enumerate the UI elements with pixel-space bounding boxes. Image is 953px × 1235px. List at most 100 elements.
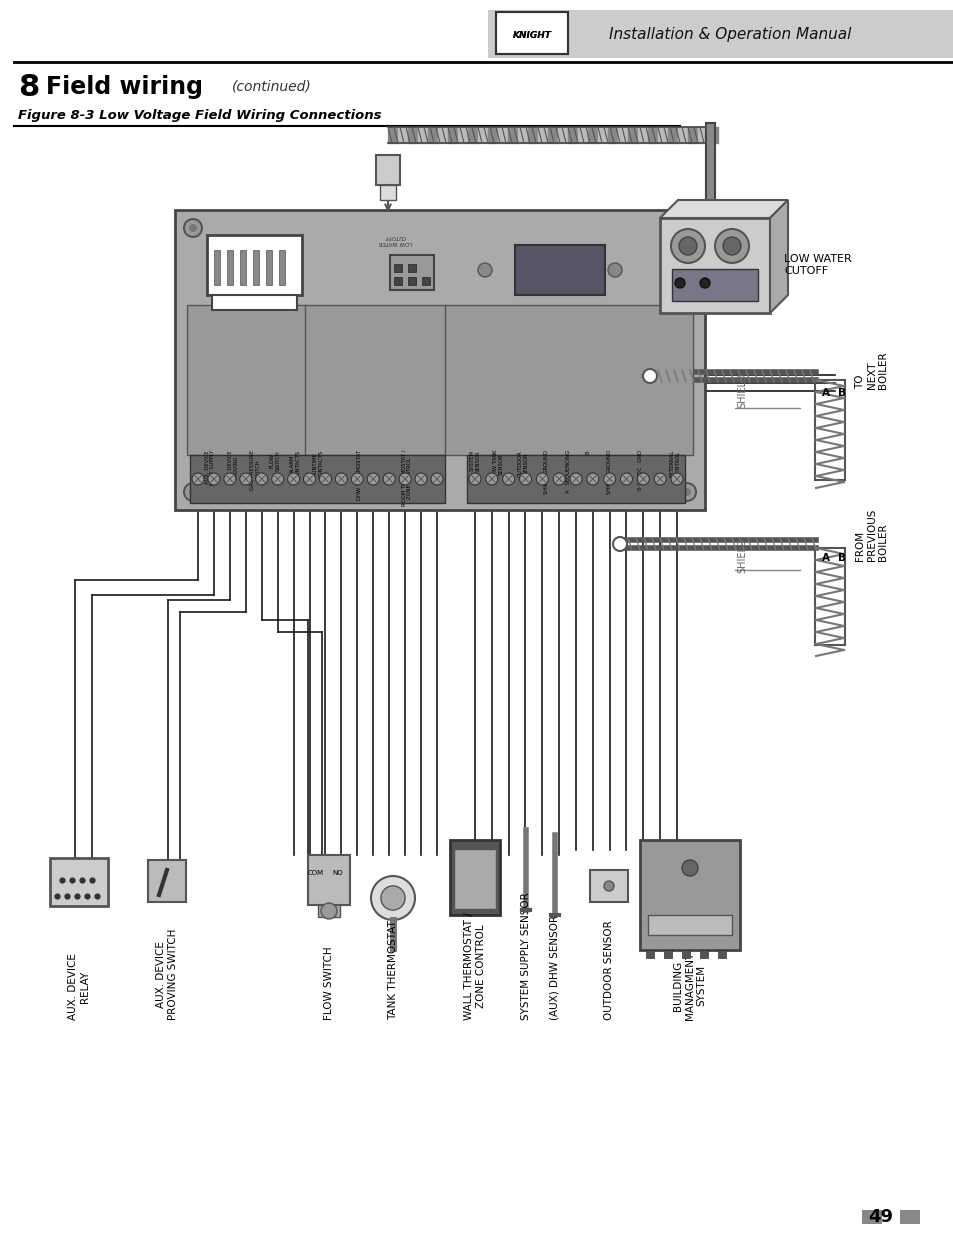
Circle shape [415, 473, 427, 485]
Text: 8: 8 [18, 73, 39, 101]
Text: AUX. DEVICE
PROVING: AUX. DEVICE PROVING [228, 450, 238, 484]
Bar [718, 950, 725, 958]
Circle shape [722, 237, 740, 254]
Bar [278, 249, 285, 285]
Circle shape [678, 219, 696, 237]
Circle shape [367, 473, 379, 485]
Text: A: A [821, 388, 829, 398]
Circle shape [239, 473, 252, 485]
Bar [454, 848, 496, 909]
Text: SYSTEM SUPPLY SENSOR: SYSTEM SUPPLY SENSOR [520, 892, 531, 1020]
Bar [639, 840, 740, 950]
Bar [645, 950, 654, 958]
Circle shape [607, 263, 621, 277]
Circle shape [477, 263, 492, 277]
Circle shape [642, 369, 657, 383]
Bar [408, 264, 416, 272]
Circle shape [320, 903, 336, 919]
Polygon shape [769, 200, 787, 312]
Bar [308, 855, 350, 905]
Circle shape [184, 483, 202, 501]
Circle shape [613, 537, 626, 551]
Bar [379, 185, 395, 200]
Bar [408, 277, 416, 285]
Text: (continued): (continued) [232, 80, 312, 94]
Bar [659, 219, 769, 312]
Bar [814, 548, 844, 645]
Bar [496, 12, 567, 54]
Bar [496, 12, 567, 54]
Circle shape [682, 224, 690, 232]
Text: AUX. DEVICE
PROVING SWITCH: AUX. DEVICE PROVING SWITCH [156, 929, 177, 1020]
Text: COM: COM [308, 869, 324, 876]
Circle shape [371, 876, 415, 920]
Circle shape [319, 473, 331, 485]
Circle shape [682, 488, 690, 496]
Text: DHW TANK
SENSOR: DHW TANK SENSOR [492, 450, 503, 478]
Text: B: B [837, 388, 845, 398]
Circle shape [469, 473, 480, 485]
Text: 0-10VDC   GND: 0-10VDC GND [638, 450, 643, 490]
Circle shape [675, 278, 684, 288]
Bar [450, 840, 499, 915]
Text: ALARM
CONTACTS: ALARM CONTACTS [290, 450, 300, 478]
Text: OUTDOOR
SENSOR: OUTDOOR SENSOR [517, 450, 528, 477]
Text: B: B [837, 553, 845, 563]
Circle shape [700, 278, 709, 288]
Circle shape [398, 473, 411, 485]
Bar [266, 249, 272, 285]
Circle shape [208, 473, 220, 485]
Circle shape [189, 488, 196, 496]
Bar [240, 249, 246, 285]
Text: Installation & Operation Manual: Installation & Operation Manual [608, 27, 850, 42]
Polygon shape [659, 200, 787, 219]
Circle shape [553, 473, 564, 485]
Bar [207, 235, 302, 295]
Circle shape [619, 473, 632, 485]
Circle shape [603, 881, 614, 890]
Circle shape [679, 237, 697, 254]
Text: TANK THERMOSTAT: TANK THERMOSTAT [388, 920, 397, 1020]
Text: RUNTIME
CONTACTS: RUNTIME CONTACTS [313, 450, 323, 478]
Circle shape [536, 473, 548, 485]
Circle shape [485, 473, 497, 485]
Text: SHIELD: SHIELD [737, 372, 746, 408]
Text: A: A [821, 553, 829, 563]
Text: GAS PRESSURE
SWITCH: GAS PRESSURE SWITCH [250, 450, 260, 490]
Bar [647, 915, 731, 935]
Text: SHIELD GROUND: SHIELD GROUND [544, 450, 549, 494]
Circle shape [335, 473, 347, 485]
Text: FLOW SWITCH: FLOW SWITCH [324, 946, 334, 1020]
Circle shape [383, 473, 395, 485]
Bar [814, 380, 844, 480]
Text: NO: NO [333, 869, 343, 876]
Circle shape [351, 473, 363, 485]
Circle shape [670, 228, 704, 263]
Bar [394, 264, 401, 272]
Text: Figure 8-3 Low Voltage Field Wiring Connections: Figure 8-3 Low Voltage Field Wiring Conn… [18, 109, 381, 121]
Bar [681, 950, 689, 958]
Bar [515, 245, 604, 295]
Bar [317, 905, 339, 918]
Circle shape [569, 473, 581, 485]
Circle shape [192, 473, 204, 485]
Circle shape [714, 228, 748, 263]
Circle shape [184, 219, 202, 237]
Text: Field wiring: Field wiring [46, 75, 203, 99]
Text: LOW WATER
CUTOFF: LOW WATER CUTOFF [783, 254, 851, 275]
Text: TO
NEXT
BOILER: TO NEXT BOILER [854, 351, 887, 389]
Text: AUX. DEVICE
PILOT SUPPLY: AUX. DEVICE PILOT SUPPLY [204, 450, 215, 485]
Text: FLOW
SWITCH: FLOW SWITCH [270, 450, 280, 471]
Circle shape [189, 224, 196, 232]
Bar [862, 1210, 882, 1224]
Text: OUTDOOR SENSOR: OUTDOOR SENSOR [603, 920, 614, 1020]
Bar [390, 254, 434, 290]
Text: SHIELD GROUND: SHIELD GROUND [607, 450, 612, 494]
Circle shape [380, 885, 405, 910]
Bar [375, 156, 399, 185]
Circle shape [502, 473, 514, 485]
Bar [187, 305, 692, 454]
Bar [50, 858, 108, 906]
Bar [488, 10, 953, 58]
Text: BUILDING
MANAGMENT
SYSTEM: BUILDING MANAGMENT SYSTEM [673, 952, 706, 1020]
